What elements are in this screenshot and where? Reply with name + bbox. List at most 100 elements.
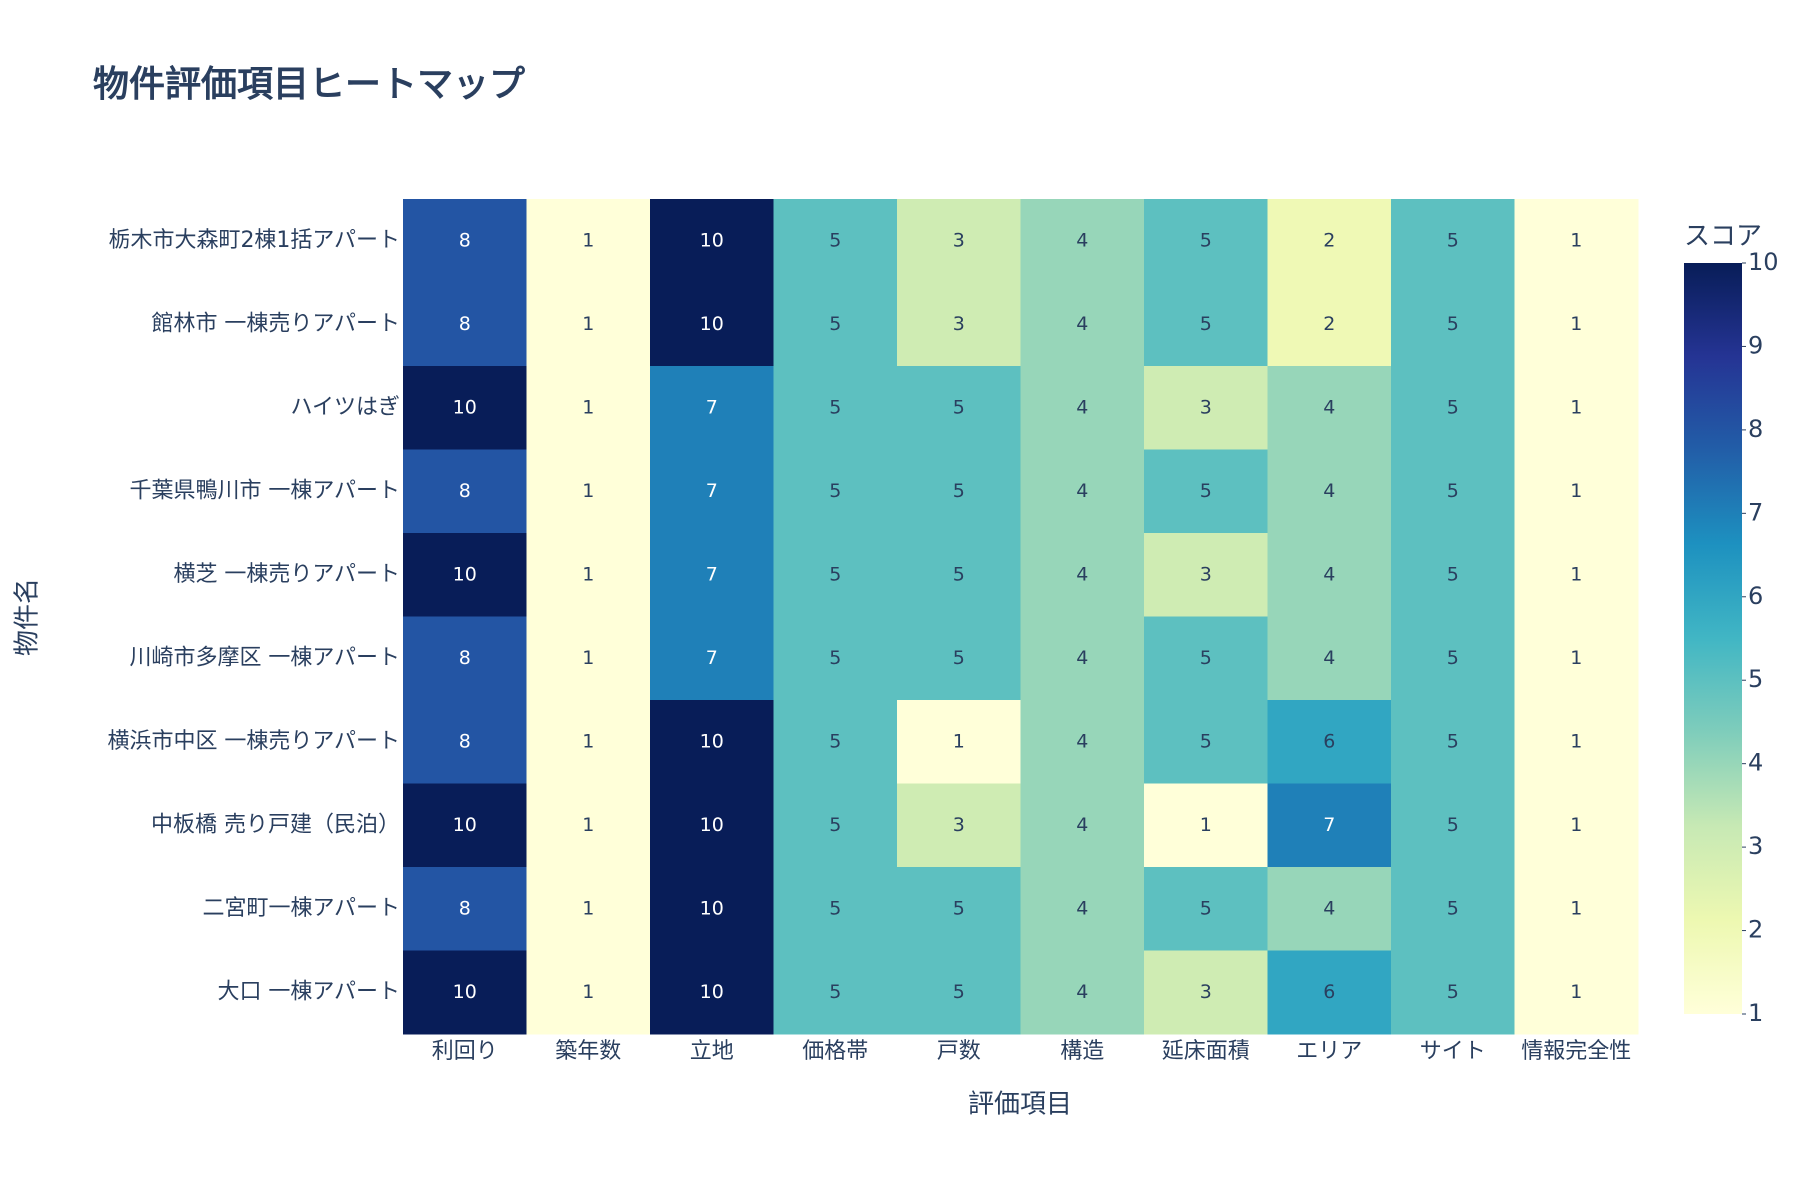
cell-label: 7 [706,480,718,502]
heatmap-cell [1391,449,1515,534]
cell-label: 4 [1323,396,1335,418]
heatmap-cell [1020,199,1145,283]
heatmap-cell [526,616,651,701]
cell-label: 7 [706,396,718,418]
cell-label: 5 [829,313,841,335]
heatmap-cell [1391,282,1515,367]
colorbar-tick-label: 8 [1748,415,1763,443]
heatmap-cell [897,783,1021,868]
cell-label: 5 [953,897,965,919]
colorbar-tick-label: 3 [1748,832,1763,860]
colorbar-tick-label: 1 [1748,999,1763,1027]
cell-label: 1 [1570,647,1582,669]
cell-label: 1 [582,563,594,585]
heatmap-cell [1391,199,1515,283]
x-tick-label: サイト [1420,1039,1486,1064]
heatmap-cell [1391,950,1515,1035]
cell-label: 6 [1323,981,1335,1003]
y-tick-label: 栃木市大森町2棟1括アパート [108,228,400,253]
heatmap-cell [1144,700,1268,784]
cell-label: 3 [1200,563,1212,585]
heatmap-cell [1391,783,1515,868]
heatmap-cell [1267,533,1392,617]
cell-label: 5 [1200,229,1212,251]
heatmap-cell [1391,700,1515,784]
cell-label: 1 [1570,313,1582,335]
y-tick-label: 川崎市多摩区 一棟アパート [129,645,400,670]
cell-label: 1 [582,647,594,669]
cell-label: 10 [453,814,477,836]
cell-label: 3 [953,313,965,335]
cell-label: 1 [1570,814,1582,836]
heatmap-cell [526,449,651,534]
cell-label: 10 [700,730,724,752]
cell-label: 5 [1447,814,1459,836]
y-tick-label: 館林市 一棟売りアパート [151,311,400,336]
cell-label: 1 [1570,730,1582,752]
y-tick-label: 大口 一棟アパート [217,979,400,1004]
heatmap-cell [897,616,1021,701]
heatmap-cell [1144,616,1268,701]
heatmap-cell [773,199,898,283]
heatmap-cell [1020,700,1145,784]
cell-label: 1 [582,396,594,418]
heatmap-cell [650,449,774,534]
heatmap-cell [1020,950,1145,1035]
cell-label: 10 [700,814,724,836]
cell-label: 5 [1447,313,1459,335]
cell-label: 5 [953,480,965,502]
cell-label: 5 [1447,647,1459,669]
heatmap-cell [650,199,774,283]
cell-label: 4 [1076,647,1088,669]
cell-label: 1 [582,313,594,335]
heatmap-cell [1144,366,1268,450]
heatmap-cell [650,700,774,784]
heatmap-cell [650,783,774,868]
cell-label: 1 [1570,396,1582,418]
heatmap-cell [1391,867,1515,951]
cell-label: 5 [1200,313,1212,335]
cell-label: 10 [453,981,477,1003]
x-axis-title: 評価項目 [968,1090,1072,1120]
heatmap-cell [1267,449,1392,534]
heatmap-cell [1391,366,1515,450]
cell-label: 4 [1076,563,1088,585]
cell-label: 5 [1447,229,1459,251]
cell-label: 5 [1447,396,1459,418]
colorbar-title: スコア [1684,222,1762,252]
heatmap-cell [1514,616,1639,701]
heatmap-cell [1020,282,1145,367]
heatmap-cell [1020,366,1145,450]
heatmap-cell [773,950,898,1035]
heatmap-cell [526,700,651,784]
heatmap-cell [403,950,527,1035]
heatmap-cell [1514,950,1639,1035]
cell-label: 1 [1570,229,1582,251]
cell-label: 5 [953,647,965,669]
cell-label: 1 [953,730,965,752]
cell-label: 5 [1447,897,1459,919]
heatmap-cell [526,199,651,283]
heatmap-cell [773,449,898,534]
cell-label: 2 [1323,313,1335,335]
cell-label: 10 [700,897,724,919]
heatmap-cell [526,282,651,367]
cell-label: 5 [829,730,841,752]
heatmap-cell [650,616,774,701]
heatmap-cell [1144,950,1268,1035]
y-tick-label: 千葉県鴨川市 一棟アパート [129,478,400,503]
cell-label: 1 [582,730,594,752]
heatmap-cell [1267,199,1392,283]
cell-label: 5 [1200,647,1212,669]
heatmap-cell [1020,533,1145,617]
colorbar-tick-label: 9 [1748,331,1763,359]
cell-label: 10 [453,563,477,585]
heatmap-cell [897,533,1021,617]
colorbar-tick-label: 2 [1748,916,1763,944]
heatmap-cell [403,199,527,283]
heatmap-cell [1514,366,1639,450]
heatmap-cell [897,449,1021,534]
cell-label: 8 [459,229,471,251]
cell-label: 7 [1323,814,1335,836]
